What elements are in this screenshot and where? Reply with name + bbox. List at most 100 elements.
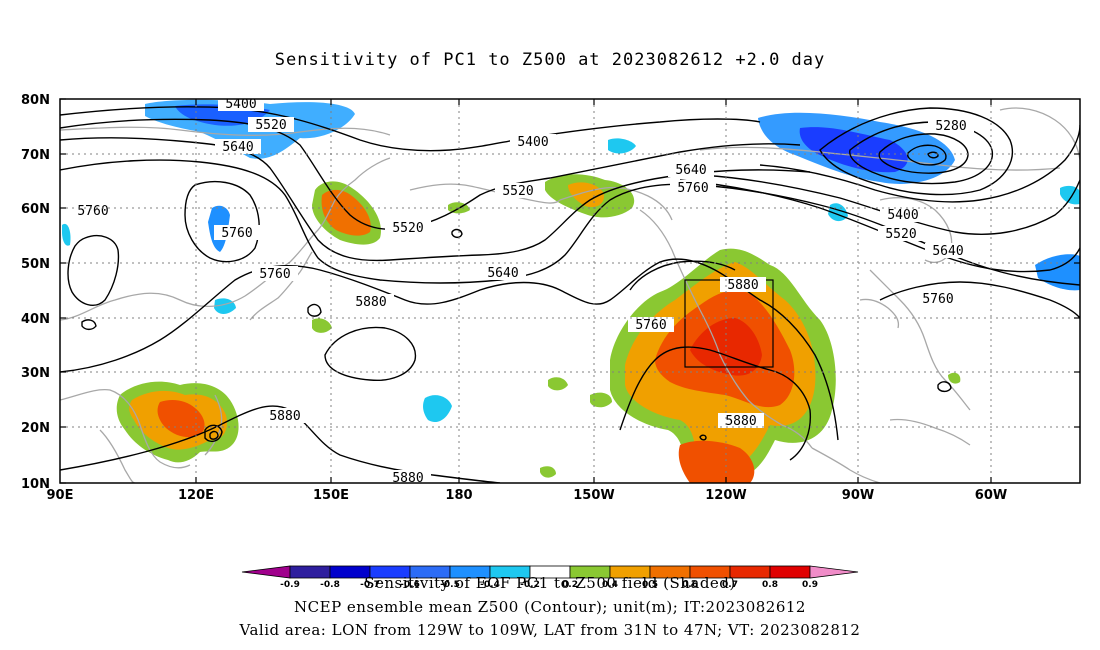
- contour-5880-midpac: [324, 326, 417, 382]
- contour-small-alaska-hi: [927, 151, 939, 159]
- lat-label: 30N: [21, 366, 50, 381]
- shade-neg-small-f: [1060, 185, 1080, 205]
- coast-greenland: [999, 107, 1080, 161]
- contour-cyclone-outer: [819, 107, 1014, 196]
- colorbar-end-high: [809, 565, 859, 579]
- contour-5880-main: [60, 258, 839, 441]
- colorbar-tick-label: 0.9: [802, 580, 818, 590]
- coast-asia-east: [60, 157, 391, 321]
- shade-pos-small-c: [590, 392, 612, 408]
- shade-neg-alaska-core: [799, 127, 908, 173]
- coast-central-america: [811, 447, 881, 483]
- svg-text:5520: 5520: [392, 221, 423, 236]
- contour-label-5520b: 5520: [385, 220, 431, 236]
- contour-small-gulf: [937, 381, 952, 393]
- contour-label-5640b: 5640: [480, 265, 526, 281]
- colorbar-tick-label: 0.8: [762, 580, 778, 590]
- contour-high-sw-asia: [67, 234, 120, 306]
- lat-axis-labels: 80N 70N 60N 50N 40N 30N 20N 10N: [21, 93, 50, 492]
- svg-text:5640: 5640: [675, 163, 706, 178]
- contour-5760-east-loop: [879, 281, 1080, 319]
- contour-small-midpac-a: [307, 303, 322, 317]
- colorbar-tick-label: -0.7: [360, 580, 380, 590]
- colorbar-tick-label: -0.4: [480, 580, 500, 590]
- coast-china: [60, 389, 191, 469]
- map-title: Sensitivity of PC1 to Z500 at 2023082612…: [274, 50, 826, 70]
- contour-5520-east: [699, 174, 1080, 235]
- colorbar-tick-label: -0.2: [520, 580, 540, 590]
- contour-label-5400a: 5400: [218, 97, 264, 112]
- contour-5880-na-south: [619, 346, 812, 461]
- contour-small-mexico: [699, 434, 707, 441]
- contour-label-5880e: 5880: [718, 413, 764, 429]
- lat-label: 70N: [21, 148, 50, 163]
- contour-label-5520c: 5520: [495, 183, 541, 199]
- coast-north-russia: [60, 126, 391, 136]
- contour-label-5640d: 5640: [925, 243, 971, 259]
- colorbar: -0.9 -0.8 -0.7 -0.6 -0.5 -0.4 -0.2 0.2 0.4 0.5 0.6…: [241, 565, 859, 590]
- colorbar-tick-label: 0.6: [682, 580, 698, 590]
- colorbar-tick-labels: -0.9 -0.8 -0.7 -0.6 -0.5 -0.4 -0.2 0.2 0.4 0.5 0.6…: [280, 580, 818, 590]
- lon-label: 90W: [842, 488, 874, 503]
- coast-korea-japan: [249, 251, 313, 321]
- colorbar-tick-label: 0.4: [602, 580, 618, 590]
- contour-5760-main: [60, 159, 1080, 286]
- shade-neg-small-c: [423, 395, 452, 423]
- svg-text:5760: 5760: [77, 204, 108, 219]
- contour-5760-na-ridge: [629, 260, 736, 291]
- svg-text:5880: 5880: [392, 471, 423, 486]
- shade-pos-mexico: [678, 440, 755, 483]
- shade-neg-small-a: [62, 223, 71, 246]
- axis-ticks: [60, 98, 1080, 484]
- coast-indochina: [99, 429, 136, 483]
- coast-alaska: [559, 186, 673, 221]
- svg-text:5520: 5520: [885, 227, 916, 242]
- contour-small-sea-b: [209, 430, 219, 440]
- svg-text:5760: 5760: [922, 292, 953, 307]
- footer-line-2: NCEP ensemble mean Z500 (Contour); unit(…: [294, 598, 806, 616]
- contour-label-5400b: 5400: [510, 134, 556, 150]
- contour-high-siberia: [184, 180, 260, 263]
- lon-label: 150E: [313, 488, 349, 503]
- coast-na-west: [639, 209, 813, 449]
- colorbar-tick-label: -0.6: [400, 580, 420, 590]
- contour-label-5760f: 5760: [915, 291, 961, 307]
- contour-label-5640c: 5640: [668, 162, 714, 178]
- contour-label-5640a: 5640: [215, 139, 261, 155]
- coast-caribbean: [889, 418, 971, 446]
- colorbar-tick-label: 0.5: [642, 580, 658, 590]
- shade-pos-small-d: [540, 466, 556, 478]
- shade-pos-small-f: [948, 372, 961, 384]
- svg-text:5280: 5280: [935, 119, 966, 134]
- contour-label-5880b: 5880: [262, 408, 308, 424]
- lon-label: 90E: [47, 488, 74, 503]
- coast-philippines: [204, 394, 223, 456]
- gridlines: [60, 99, 1080, 483]
- contour-cyclone-core: [906, 144, 947, 166]
- colorbar-tick-label: -0.8: [320, 580, 340, 590]
- svg-text:5520: 5520: [502, 184, 533, 199]
- svg-text:5880: 5880: [727, 278, 758, 293]
- colorbar-boxes: [289, 565, 811, 579]
- svg-text:5400: 5400: [887, 208, 918, 223]
- shade-pos-se-asia-high: [157, 400, 205, 438]
- lon-label: 60W: [975, 488, 1007, 503]
- negative-sensitivity-shading: [62, 99, 1080, 423]
- svg-text:5760: 5760: [677, 181, 708, 196]
- svg-text:5880: 5880: [355, 295, 386, 310]
- contour-label-5760a: 5760: [70, 203, 116, 219]
- footer-line-3: Valid area: LON from 129W to 109W, LAT f…: [239, 621, 861, 639]
- lon-label: 120E: [178, 488, 214, 503]
- svg-text:5400: 5400: [225, 97, 256, 112]
- lat-label: 10N: [21, 477, 50, 492]
- coast-na-east: [869, 269, 971, 411]
- shade-pos-alaska-orange: [568, 182, 604, 208]
- contour-cyclone-mid: [849, 121, 993, 185]
- lon-label: 180: [445, 488, 472, 503]
- colorbar-tick-label: -0.5: [440, 580, 460, 590]
- contour-label-5520d: 5520: [878, 226, 924, 242]
- lat-label: 40N: [21, 312, 50, 327]
- svg-text:5520: 5520: [255, 118, 286, 133]
- svg-text:5760: 5760: [221, 226, 252, 241]
